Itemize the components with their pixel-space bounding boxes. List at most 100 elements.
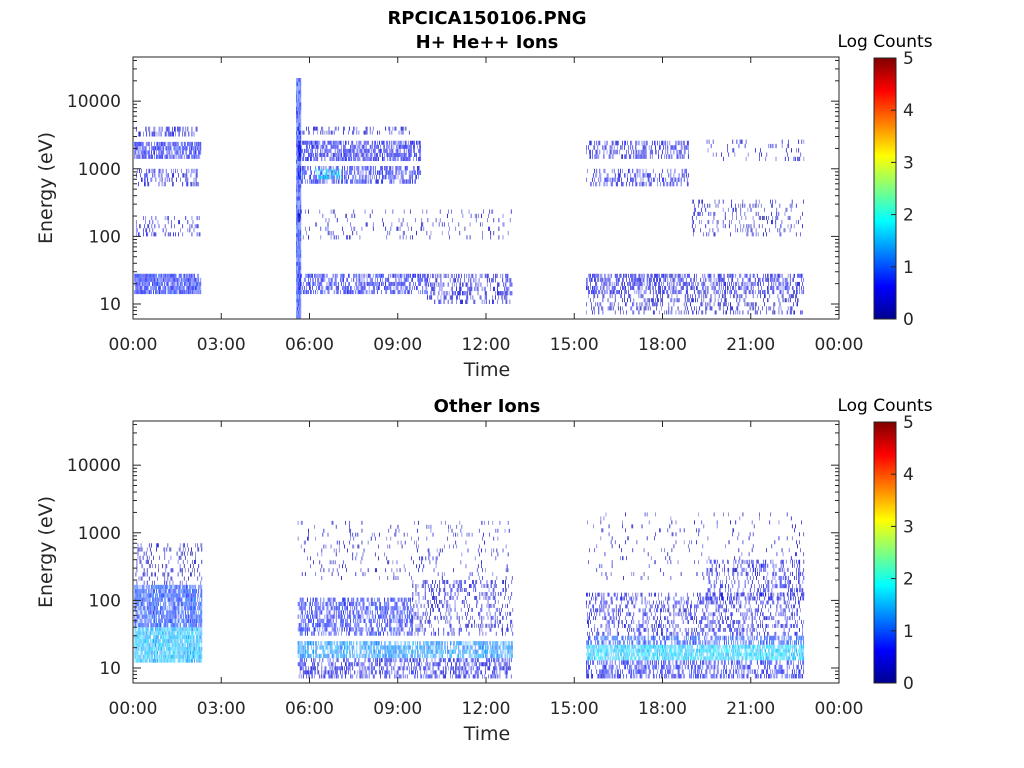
spectrogram-cell: [739, 298, 741, 303]
spectrogram-cell: [299, 216, 301, 221]
spectrogram-cell: [321, 273, 323, 278]
spectrogram-cell: [172, 281, 174, 286]
spectrogram-cell: [170, 154, 172, 159]
spectrogram-cell: [638, 154, 640, 159]
spectrogram-cell: [506, 273, 508, 279]
spectrogram-cell: [703, 294, 705, 299]
spectrogram-cell: [652, 285, 654, 291]
spectrogram-cell: [296, 131, 298, 136]
spectrogram-cell: [685, 310, 687, 315]
spectrogram-cell: [309, 273, 310, 278]
spectrogram-cell: [316, 126, 318, 131]
spectrogram-cell: [300, 273, 302, 278]
spectrogram-cell: [365, 152, 367, 157]
spectrogram-cell: [650, 181, 652, 187]
spectrogram-cell: [147, 285, 149, 291]
spectrogram-cell: [314, 273, 316, 278]
spectrogram-cell: [315, 157, 317, 162]
spectrogram-cell: [371, 130, 373, 135]
spectrogram-cell: [310, 152, 311, 157]
spectrogram-cell: [312, 152, 313, 157]
spectrogram-cell: [316, 168, 318, 173]
spectrogram-cell: [385, 285, 387, 291]
spectrogram-cell: [178, 146, 180, 151]
spectrogram-cell: [373, 140, 375, 145]
spectrogram-cell: [397, 285, 399, 291]
spectrogram-cell: [346, 170, 347, 175]
spectrogram-cell: [185, 635, 187, 640]
spectrogram-cell: [768, 277, 770, 282]
spectrogram-cell: [486, 278, 488, 283]
spectrogram-cell: [417, 140, 418, 145]
spectrogram-cell: [142, 589, 144, 594]
spectrogram-cell: [698, 310, 700, 315]
spectrogram-cell: [375, 157, 377, 162]
spectrogram-cell: [372, 148, 374, 153]
spectrogram-cell: [297, 274, 299, 279]
spectrogram-cell: [678, 149, 680, 155]
spectrogram-cell: [441, 291, 443, 296]
spectrogram-cell: [780, 232, 782, 237]
spectrogram-cell: [492, 209, 494, 214]
spectrogram-cell: [397, 290, 399, 295]
spectrogram-cell: [178, 654, 180, 659]
spectrogram-cell: [338, 174, 340, 180]
spectrogram-cell: [144, 173, 145, 178]
spectrogram-cell: [309, 140, 310, 145]
spectrogram-cell: [611, 285, 613, 291]
spectrogram-cell: [184, 277, 186, 282]
spectrogram-cell: [394, 273, 396, 278]
spectrogram-cell: [145, 627, 147, 632]
spectrogram-cell: [180, 281, 182, 286]
spectrogram-cell: [354, 179, 356, 184]
spectrogram-cell: [175, 131, 176, 137]
spectrogram-cell: [296, 143, 298, 148]
spectrogram-cell: [747, 302, 749, 307]
spectrogram-cell: [742, 277, 744, 282]
spectrogram-cell: [351, 144, 353, 149]
spectrogram-cell: [368, 290, 370, 295]
spectrogram-cell: [394, 126, 396, 131]
spectrogram-cell: [195, 224, 197, 229]
spectrogram-cell: [147, 154, 149, 159]
spectrogram-cell: [714, 294, 716, 299]
spectrogram-cell: [156, 285, 157, 291]
spectrogram-cell: [404, 277, 406, 282]
spectrogram-cell: [159, 126, 161, 132]
spectrogram-cell: [339, 148, 341, 153]
spectrogram-cell: [477, 291, 479, 296]
spectrogram-cell: [717, 203, 719, 208]
spectrogram-cell: [353, 152, 355, 157]
spectrogram-cell: [607, 177, 609, 182]
spectrogram-cell: [691, 285, 692, 291]
spectrogram-cell: [642, 168, 644, 174]
spectrogram-cell: [387, 152, 389, 157]
spectrogram-cell: [356, 273, 358, 278]
spectrogram-cell: [787, 273, 789, 278]
spectrogram-cell: [138, 654, 140, 659]
spectrogram-cell: [169, 627, 171, 632]
spectrogram-cell: [148, 154, 150, 159]
spectrogram-cell: [154, 650, 155, 655]
spectrogram-cell: [625, 290, 626, 295]
spectrogram-cell: [158, 154, 159, 159]
spectrogram-cell: [170, 635, 172, 640]
spectrogram-cell: [637, 154, 639, 159]
spectrogram-cell: [331, 285, 333, 291]
spectrogram-cell: [787, 290, 789, 295]
spectrogram-cell: [791, 285, 793, 291]
spectrogram-cell: [143, 131, 144, 137]
spectrogram-cell: [753, 273, 755, 278]
spectrogram-cell: [635, 177, 637, 182]
spectrogram-cell: [607, 298, 609, 303]
spectrogram-cell: [174, 285, 176, 291]
spectrogram-cell: [154, 643, 155, 647]
spectrogram-cell: [747, 207, 749, 212]
spectrogram-cell: [461, 299, 462, 304]
spectrogram-cell: [140, 650, 142, 655]
spectrogram-cell: [142, 584, 144, 590]
spectrogram-cell: [397, 165, 399, 171]
spectrogram-cell: [390, 281, 392, 286]
spectrogram-cell: [652, 168, 654, 174]
